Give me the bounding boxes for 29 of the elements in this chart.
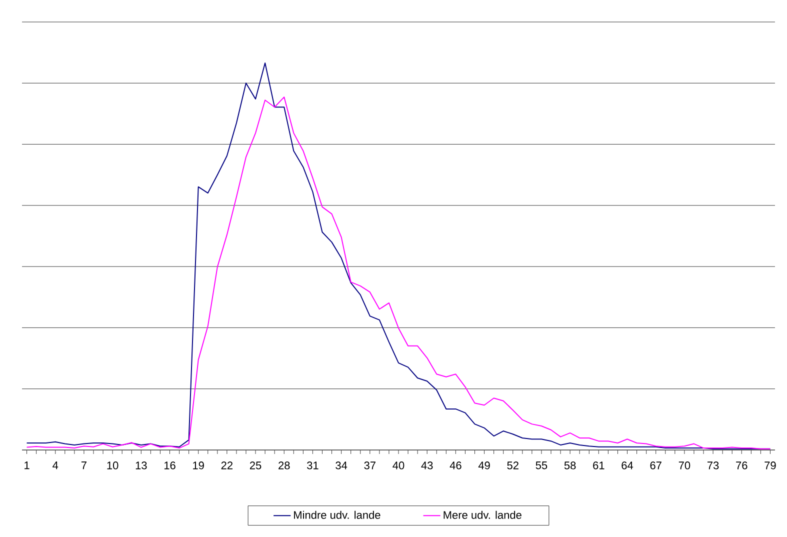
x-tick-label: 22 <box>221 462 232 470</box>
x-tick-label: 1 <box>24 462 30 470</box>
x-tick-label: 58 <box>564 462 576 470</box>
x-tick-label: 31 <box>307 462 318 470</box>
legend-label: Mere udv. lande <box>444 510 522 519</box>
x-tick-label: 46 <box>450 462 462 470</box>
x-tick-label: 34 <box>336 462 348 470</box>
x-tick-label: 10 <box>107 462 118 470</box>
x-tick-label: 13 <box>136 462 147 470</box>
x-tick-label: 79 <box>764 462 776 470</box>
x-tick-label: 16 <box>164 462 176 470</box>
x-tick-label: 7 <box>81 462 86 470</box>
x-tick-label: 64 <box>622 462 634 470</box>
x-tick-label: 37 <box>364 462 376 470</box>
x-tick-label: 4 <box>52 462 58 470</box>
x-tick-label: 61 <box>593 462 604 470</box>
x-tick-label: 73 <box>707 462 719 470</box>
x-tick-label: 40 <box>392 462 404 470</box>
x-tick-label: 49 <box>478 462 490 470</box>
x-tick-label: 25 <box>250 462 262 470</box>
x-tick-label: 70 <box>678 462 690 470</box>
legend-label: Mindre udv. lande <box>294 510 380 519</box>
x-tick-label: 28 <box>278 462 290 470</box>
x-tick-label: 76 <box>736 462 748 470</box>
x-tick-label: 52 <box>507 462 518 470</box>
x-tick-label: 67 <box>650 462 662 470</box>
x-tick-label: 19 <box>193 462 204 470</box>
x-tick-label: 43 <box>421 462 433 470</box>
x-tick-label: 55 <box>536 462 548 470</box>
